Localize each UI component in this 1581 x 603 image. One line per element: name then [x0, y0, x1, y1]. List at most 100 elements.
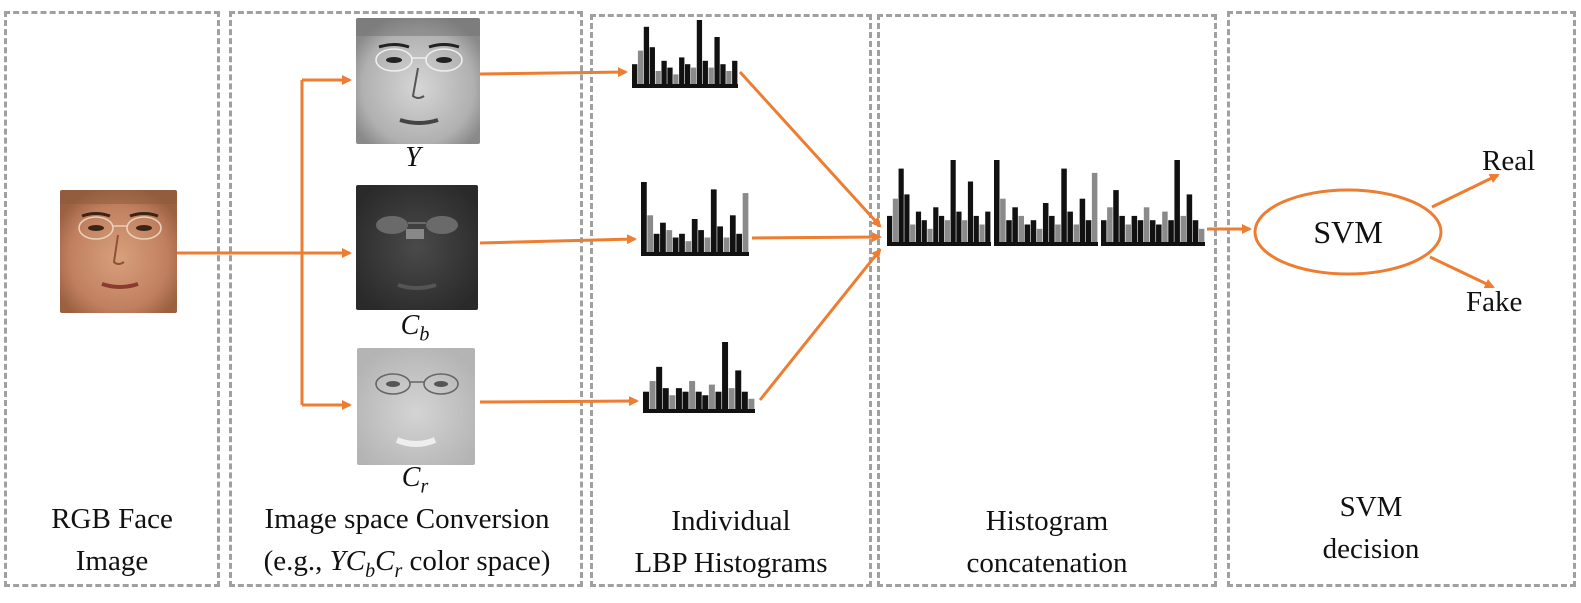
cr-hist-bar — [702, 395, 709, 413]
cr-hist-bar — [689, 381, 696, 413]
concat-y-bar — [921, 220, 927, 246]
concat-y-bar — [898, 168, 904, 246]
y-hist-bar — [702, 60, 708, 88]
cb-hist-bar — [729, 215, 736, 256]
panel-individual-lbp-histograms — [590, 14, 872, 587]
cr-hist-bar — [735, 370, 742, 413]
concat-cb-bar — [1042, 203, 1049, 246]
concat-cb-bar — [1067, 211, 1073, 246]
concat-y-bar — [887, 215, 893, 246]
concat-cb-baseline — [994, 242, 1098, 246]
concat-cb-bar — [1036, 228, 1043, 246]
concat-cb-bar — [1049, 215, 1055, 246]
concat-cb-bar — [1079, 198, 1086, 246]
cr-hist-bar — [748, 398, 755, 413]
y-hist-bar — [696, 20, 703, 88]
concat-cr-bar — [1143, 207, 1150, 246]
cb-hist-bar — [666, 230, 673, 256]
cr-hist-bar — [656, 366, 663, 413]
concat-y-bar — [967, 181, 974, 246]
cr-hist-bar — [669, 395, 676, 413]
arrow-cbhist-to-concat — [751, 232, 882, 243]
concat-cb-bar — [994, 160, 1000, 246]
concat-cb-bar — [1055, 224, 1061, 246]
y-hist-bar — [643, 26, 650, 88]
concat-y-bar — [979, 224, 985, 246]
caption-svm-decision: SVM decision — [1322, 491, 1420, 565]
concat-cr-bar — [1198, 228, 1205, 246]
cb-hist-bar — [698, 230, 704, 256]
concat-cb-bar — [1085, 220, 1092, 246]
panel-image-space-conversion — [229, 11, 583, 587]
arrow-svm-to-fake — [1429, 255, 1495, 289]
concat-cr-bar — [1149, 220, 1156, 246]
y-hist-bar — [649, 47, 655, 88]
cb-hist-bar — [679, 233, 685, 256]
cb-hist-bar — [660, 222, 666, 256]
cb-hist-baseline — [641, 252, 749, 256]
concat-y-bar — [933, 207, 939, 246]
concat-cr-bar — [1180, 215, 1187, 246]
concat-cr-bar — [1125, 224, 1131, 246]
cr-hist-bar — [649, 381, 656, 413]
caption-histogram-concatenation: Histogram concatenation — [966, 505, 1128, 579]
cb-channel-image — [356, 185, 478, 310]
cb-hist-bar — [723, 237, 730, 256]
concat-cr-bar — [1119, 215, 1125, 246]
concat-cb-bar — [1012, 207, 1018, 246]
concat-y-baseline — [887, 242, 991, 246]
caption-image-space-conversion: Image space Conversion (e.g., YCbCr colo… — [263, 503, 551, 582]
concat-cb-bar — [1006, 220, 1012, 246]
arrow-cr-to-hist — [479, 396, 639, 407]
concatenated-histogram — [887, 160, 1205, 246]
concat-cr-baseline — [1101, 242, 1205, 246]
concat-cb-bar — [1061, 168, 1067, 246]
cr-lbp-histogram — [643, 342, 755, 413]
arrow-crhist-to-concat — [758, 248, 882, 401]
y-hist-bar — [690, 67, 697, 88]
panel-histogram-concatenation — [877, 14, 1217, 587]
cb-hist-bar — [641, 182, 647, 256]
concat-cb-bar — [1018, 215, 1024, 246]
cr-hist-bar — [675, 388, 682, 413]
concat-cr-bar — [1137, 220, 1144, 246]
concat-cr-bar — [1113, 190, 1119, 246]
cr-hist-bar — [643, 391, 649, 413]
panel-rgb-face — [4, 11, 220, 587]
concat-cr-bar — [1186, 194, 1193, 246]
concat-cb-bar — [1073, 224, 1080, 246]
cb-hist-bar — [710, 189, 717, 256]
cb-hist-bar — [653, 233, 660, 256]
y-hist-bar — [714, 37, 720, 88]
y-lbp-histogram — [632, 20, 738, 88]
concat-cr-bar — [1192, 220, 1199, 246]
cr-hist-bar — [715, 391, 722, 413]
arrow-y-to-hist — [479, 67, 628, 78]
concat-cr-bar — [1174, 160, 1180, 246]
svm-label: SVM — [1313, 214, 1382, 250]
concat-cb-bar — [1024, 224, 1031, 246]
y-hist-baseline — [632, 84, 738, 88]
cr-hist-bar — [662, 388, 669, 413]
cr-channel-label: Cr — [401, 462, 429, 498]
cr-channel-image — [357, 348, 475, 465]
y-hist-bar — [708, 67, 714, 88]
cb-hist-bar — [717, 226, 723, 256]
concat-y-bar — [985, 211, 991, 246]
caption-rgb-face-image: RGB Face Image — [51, 503, 173, 577]
concat-y-bar — [950, 160, 956, 246]
y-hist-bar — [637, 50, 644, 88]
concat-cr-bar — [1107, 207, 1113, 246]
concat-y-bar — [904, 194, 910, 246]
concat-y-bar — [910, 224, 916, 246]
cb-hist-bar — [691, 219, 698, 256]
concat-y-bar — [956, 211, 962, 246]
rgb-face-image — [60, 190, 177, 313]
cr-hist-bar — [708, 384, 715, 413]
cr-hist-baseline — [643, 409, 755, 413]
y-hist-bar — [679, 57, 685, 88]
cb-lbp-histogram — [641, 182, 749, 256]
concat-cb-bar — [1030, 220, 1037, 246]
concat-y-bar — [927, 228, 933, 246]
y-hist-bar — [673, 74, 679, 88]
